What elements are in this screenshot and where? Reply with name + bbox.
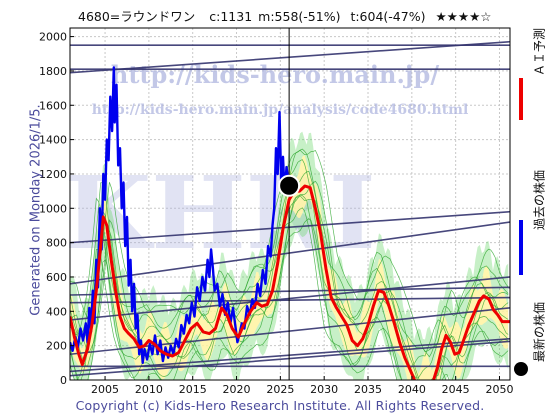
y-tick-label: 400 <box>46 305 67 318</box>
copyright-footer: Copyright (c) Kids-Hero Research Institu… <box>75 398 485 413</box>
y-tick-label: 1400 <box>39 134 67 147</box>
legend-past-swatch <box>519 220 523 275</box>
ticker-label: 4680=ラウンドワン <box>78 9 196 24</box>
y-tick-label: 600 <box>46 271 67 284</box>
trend-line <box>70 221 510 285</box>
y-tick-label: 1800 <box>39 65 67 78</box>
x-tick-label: 2040 <box>398 383 426 396</box>
legend-forecast: ＡＩ予測 <box>513 20 553 135</box>
x-tick-label: 2005 <box>91 383 119 396</box>
legend-past-label: 過去の株価 <box>532 169 547 231</box>
y-tick-label: 0 <box>60 374 67 387</box>
y-tick-label: 800 <box>46 237 67 250</box>
max-info: m:558(-51%) <box>258 9 341 24</box>
trend-line <box>70 340 510 377</box>
latest-price-dot <box>278 174 301 197</box>
x-tick-label: 2035 <box>354 383 382 396</box>
y-tick-label: 200 <box>46 340 67 353</box>
trend-lines <box>70 40 510 377</box>
current-price: c:1131 <box>209 9 253 24</box>
legend-latest-dot <box>514 362 528 376</box>
x-tick-label: 2020 <box>223 383 251 396</box>
trend-line <box>70 210 510 244</box>
x-tick-label: 2010 <box>135 383 163 396</box>
chart-header: 4680=ラウンドワン c:1131 m:558(-51%) t:604(-47%… <box>78 6 497 25</box>
x-tick-label: 2030 <box>310 383 338 396</box>
legend-latest: 最新の株価 <box>513 302 553 390</box>
y-tick-label: 1000 <box>39 202 67 215</box>
latest-marker <box>278 174 301 197</box>
axes: 2005 2010 2015 2020 2025 2030 2035 2040 2045 2050… <box>39 27 513 396</box>
watermark-url-analysis: http://kids-hero.main.jp/analysis/code46… <box>92 102 469 118</box>
y-tick-label: 1600 <box>39 99 67 112</box>
plot-frame <box>69 27 511 381</box>
trend-line <box>70 40 510 74</box>
watermark: KHRIhttp://kids-hero.main.jp/http://kids… <box>64 60 468 272</box>
x-tick-label: 2025 <box>266 383 294 396</box>
past-price-line <box>70 66 291 364</box>
y-tick-label: 2000 <box>39 31 67 44</box>
legend-forecast-label: ＡＩ予測 <box>532 27 547 77</box>
legend-forecast-swatch <box>519 78 523 120</box>
y-tick-label: 1200 <box>39 168 67 181</box>
target-info: t:604(-47%) <box>350 9 426 24</box>
legend-past: 過去の株価 <box>513 150 553 290</box>
watermark-url: http://kids-hero.main.jp/ <box>111 60 439 89</box>
rating-stars: ★★★★☆ <box>435 9 492 24</box>
legend-latest-label: 最新の株価 <box>532 301 547 363</box>
x-tick-label: 2045 <box>442 383 470 396</box>
trend-line <box>70 286 510 296</box>
trend-line <box>70 276 510 321</box>
generated-date-text: Generated on Monday 2026/1/5. <box>28 104 44 316</box>
x-tick-label: 2015 <box>179 383 207 396</box>
legend: ＡＩ予測 過去の株価 最新の株価 <box>513 20 553 390</box>
trend-line <box>70 337 510 373</box>
x-tick-label: 2050 <box>485 383 513 396</box>
forecast-band-inner <box>70 154 509 380</box>
trend-line <box>70 296 510 304</box>
